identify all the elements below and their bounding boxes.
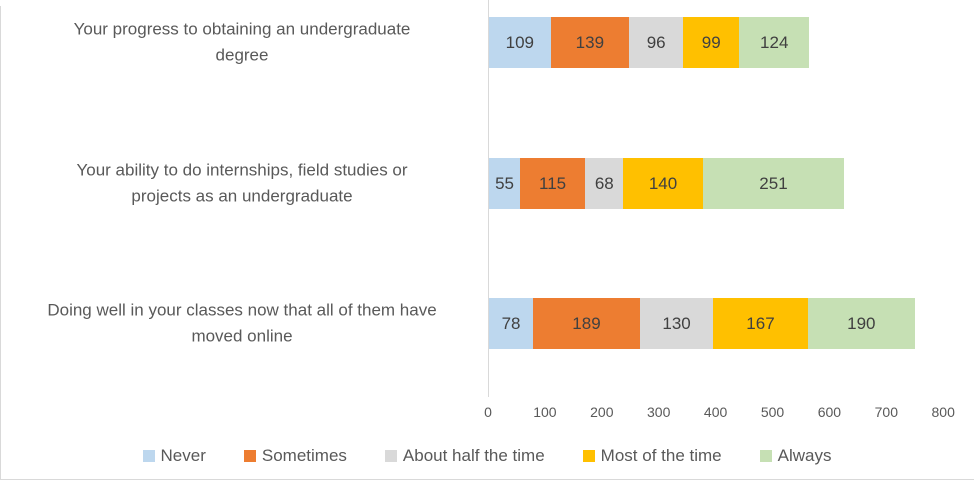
x-tick-label: 500 bbox=[760, 404, 785, 420]
legend-label: Always bbox=[777, 446, 832, 465]
x-tick-label: 800 bbox=[931, 404, 955, 420]
category-label: Your progress to obtaining an undergradu… bbox=[73, 19, 411, 65]
x-tick-label: 400 bbox=[703, 404, 728, 420]
bar-segment-never: 78 bbox=[489, 298, 534, 349]
legend-item-never: Never bbox=[142, 446, 206, 466]
legend-label: About half the time bbox=[402, 446, 545, 465]
x-tick-label: 700 bbox=[874, 404, 898, 420]
legend-item-sometimes: Sometimes bbox=[243, 446, 347, 466]
legend-label: Never bbox=[160, 446, 206, 465]
bar-segment-about-half-the-time: 68 bbox=[585, 158, 624, 209]
bar-row: Your progress to obtaining an undergradu… bbox=[0, 17, 974, 68]
data-label: 251 bbox=[759, 173, 788, 193]
data-label: 99 bbox=[701, 32, 721, 52]
data-label: 68 bbox=[594, 173, 614, 193]
data-label: 140 bbox=[648, 173, 678, 193]
legend-item-about-half-the-time: About half the time bbox=[384, 446, 545, 466]
category-label: Your ability to do internships, field st… bbox=[76, 160, 408, 206]
bar-segment-sometimes: 189 bbox=[533, 298, 640, 349]
bar-segment-always: 190 bbox=[807, 298, 915, 349]
bar-row: Your ability to do internships, field st… bbox=[0, 158, 974, 209]
data-label: 130 bbox=[662, 313, 691, 333]
sometimes-legend-swatch bbox=[243, 450, 256, 462]
category-axis-line bbox=[488, 0, 489, 397]
bar-segment-always: 251 bbox=[702, 158, 845, 209]
data-label: 109 bbox=[505, 32, 534, 52]
data-label: 55 bbox=[495, 173, 514, 193]
bar-segment-about-half-the-time: 96 bbox=[629, 17, 684, 68]
x-tick-label: 100 bbox=[533, 404, 557, 420]
about-half-the-time-legend-swatch bbox=[384, 450, 397, 462]
data-label: 115 bbox=[539, 173, 567, 193]
data-label: 167 bbox=[746, 313, 775, 333]
stacked-bar: 109 139 96 99 124 bbox=[489, 17, 810, 68]
bar-segment-most-of-the-time: 140 bbox=[623, 158, 703, 209]
data-label: 139 bbox=[575, 32, 605, 52]
x-tick-label: 200 bbox=[590, 404, 614, 420]
data-label: 189 bbox=[572, 313, 601, 333]
data-label: 190 bbox=[847, 313, 876, 333]
x-tick-label: 0 bbox=[484, 404, 492, 420]
data-label: 78 bbox=[501, 313, 521, 333]
stacked-bar: 78 189 130 167 190 bbox=[489, 298, 915, 349]
bar-segment-never: 55 bbox=[489, 158, 521, 209]
legend-label: Sometimes bbox=[261, 446, 347, 465]
legend-item-most-of-the-time: Most of the time bbox=[582, 446, 722, 466]
bar-segment-sometimes: 139 bbox=[550, 17, 630, 68]
bar-segment-about-half-the-time: 130 bbox=[639, 298, 714, 349]
most-of-the-time-legend-swatch bbox=[582, 450, 595, 462]
chart-border-bottom bbox=[0, 479, 974, 480]
bar-segment-most-of-the-time: 167 bbox=[713, 298, 808, 349]
x-tick-label: 600 bbox=[817, 404, 842, 420]
x-axis-tick-labels: 0 100 200 300 400 500 600 700 800 bbox=[0, 404, 974, 424]
always-legend-swatch bbox=[759, 450, 772, 462]
legend-item-always: Always bbox=[759, 446, 832, 466]
stacked-bar: 55 115 68 140 251 bbox=[489, 158, 845, 209]
category-label: Doing well in your classes now that all … bbox=[47, 300, 437, 346]
x-tick-label: 300 bbox=[647, 404, 671, 420]
data-label: 124 bbox=[760, 32, 789, 52]
bar-segment-never: 109 bbox=[489, 17, 551, 68]
bar-segment-sometimes: 115 bbox=[520, 158, 586, 209]
bar-row: Doing well in your classes now that all … bbox=[0, 298, 974, 349]
legend: Never Sometimes About half the time Most of… bbox=[0, 446, 974, 466]
never-legend-swatch bbox=[142, 450, 155, 462]
bar-segment-most-of-the-time: 99 bbox=[683, 17, 740, 68]
legend-label: Most of the time bbox=[600, 446, 722, 465]
data-label: 96 bbox=[646, 32, 666, 52]
chart-border-left bbox=[0, 6, 1, 480]
bar-segment-always: 124 bbox=[739, 17, 810, 68]
